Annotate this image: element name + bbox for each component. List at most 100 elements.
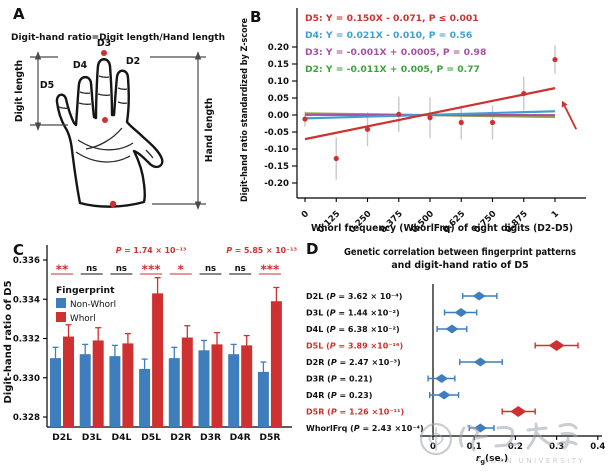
significance-p-value: P = 5.85 × 10⁻¹³ xyxy=(226,246,297,255)
estimate-diamond xyxy=(510,406,527,417)
p-symbol: P xyxy=(331,408,337,417)
estimate-diamond xyxy=(445,324,459,334)
measurement-dot-finger-base xyxy=(102,117,108,123)
finger-crease xyxy=(98,75,110,78)
legend-equation-d3: D3: Y = -0.001X + 0.0005, P = 0.98 xyxy=(305,47,486,58)
p-value-text: = 2.43 ×10⁻⁴) xyxy=(360,424,424,433)
r-symbol: r xyxy=(476,454,481,464)
y-tick-label: 0.332 xyxy=(13,335,40,345)
data-point xyxy=(521,90,527,97)
y-tick-label: 0.15 xyxy=(268,60,289,70)
row-label-d4l: D4L (P = 6.38 ×10⁻²) xyxy=(306,325,400,334)
fudan-seal-inner xyxy=(428,427,444,451)
data-point xyxy=(489,119,496,126)
arrow-down-icon xyxy=(34,122,42,131)
p-symbol: P xyxy=(330,325,336,334)
estimate-diamond xyxy=(473,357,487,367)
p-value-text: = 0.23) xyxy=(337,391,373,400)
bar-D3R-whorl xyxy=(211,344,223,427)
legend-swatch-nonwhorl xyxy=(56,298,66,308)
watermark-en-text: FUDAN UNIVERSITY xyxy=(477,456,585,465)
panel-d-letter: D xyxy=(306,240,319,258)
digit-length-label: Digit length xyxy=(14,60,25,122)
p-symbol: P xyxy=(116,246,122,255)
cn-glyph xyxy=(556,422,578,450)
category-label: D4L xyxy=(111,432,131,443)
p-symbol: P xyxy=(330,342,336,351)
finger-crease xyxy=(117,101,128,104)
panel-a-letter: A xyxy=(13,5,25,23)
finger-label-d5: D5 xyxy=(40,80,54,91)
row-label-d4r: D4R (P = 0.23) xyxy=(306,391,372,400)
p-value-text: = 1.74 × 10⁻¹³ xyxy=(121,246,186,255)
category-label: D5R xyxy=(259,432,280,443)
p-symbol: P xyxy=(330,309,336,318)
p-symbol: P xyxy=(331,391,337,400)
x-tick-label: 0.3 xyxy=(549,442,564,452)
p-symbol: P xyxy=(330,292,336,301)
panel-b-scatter-chart: 0.20 0.15 0.10 0.05 0.00 -0.05 -0.10 -0.15 -0.20… xyxy=(239,8,586,235)
category-label: D3R xyxy=(200,432,221,443)
p-value-text: = 6.38 ×10⁻²) xyxy=(336,325,400,334)
chart-title-line1: Genetic correlation between fingerprint … xyxy=(344,247,576,258)
chart-title-line2: and digit-hand ratio of D5 xyxy=(391,260,528,271)
regression-line-d5 xyxy=(304,87,556,141)
estimate-diamond xyxy=(548,340,565,351)
hand-length-label: Hand length xyxy=(204,98,215,162)
panel-c-letter: C xyxy=(13,241,25,259)
data-point xyxy=(427,115,433,121)
legend-title: Fingerprint xyxy=(56,285,115,296)
arrow-up-icon xyxy=(34,51,42,60)
arrow-down-icon xyxy=(194,201,202,210)
row-label-d3r: D3R (P = 0.21) xyxy=(306,375,372,384)
bar-D5R-whorl xyxy=(270,301,282,427)
bar-D5R-nonwhorl xyxy=(257,371,269,427)
arrow-up-icon xyxy=(194,51,202,60)
estimate-diamond xyxy=(435,374,449,383)
x-tick-label: 0.4 xyxy=(590,442,605,452)
bar-D5L-nonwhorl xyxy=(139,368,151,427)
data-point xyxy=(458,119,464,126)
panel-c-bar-chart: 0.336 0.334 0.332 0.330 0.328 D2L D3L D4L D5L D2R… xyxy=(3,245,297,443)
finger-crease xyxy=(79,91,91,94)
significance-mark: ns xyxy=(116,264,127,274)
finger-crease xyxy=(78,102,92,105)
row-label-whorlfrq: WhorlFrq (P = 2.43 ×10⁻⁴) xyxy=(306,424,424,433)
cn-glyph xyxy=(458,424,488,452)
cn-glyph xyxy=(526,422,552,450)
y-tick-label: 0.10 xyxy=(268,77,289,87)
p-symbol: P xyxy=(331,358,337,367)
p-value-text: = 5.85 × 10⁻¹³ xyxy=(232,246,297,255)
x-axis-title: rg(se.) xyxy=(476,454,508,466)
palm-creases xyxy=(58,75,154,163)
row-label-d3l: D3L (P = 1.44 ×10⁻²) xyxy=(306,309,400,318)
y-tick-label: 0.20 xyxy=(268,43,289,53)
y-tick-label: -0.15 xyxy=(264,162,289,172)
bar-D4L-whorl xyxy=(122,343,134,427)
legend-equation-d4: D4: Y = 0.021X - 0.010, P = 0.56 xyxy=(305,30,472,41)
x-axis-title: Whorl frequency (WhorlFrq) of eight digi… xyxy=(311,223,573,234)
legend-label: Whorl xyxy=(70,314,96,324)
x-tick-label: 1 xyxy=(550,209,561,220)
significance-mark: *** xyxy=(142,263,162,277)
y-tick-label: 0.328 xyxy=(13,413,40,423)
hand-length-dimension xyxy=(150,56,206,205)
finger-label-d3: D3 xyxy=(97,38,111,49)
bar-D3R-nonwhorl xyxy=(198,350,210,427)
significance-p-value: P = 1.74 × 10⁻¹³ xyxy=(116,246,187,255)
legend-swatch-whorl xyxy=(56,312,66,322)
bar-D2R-nonwhorl xyxy=(168,358,180,427)
regression-line-d4 xyxy=(304,110,556,120)
panel-a-title: Digit-hand ratio=Digit length/Hand lengt… xyxy=(11,33,225,43)
y-tick-label: 0.330 xyxy=(13,374,40,384)
x-tick-label: 0 xyxy=(430,442,436,452)
annotation-arrow-line xyxy=(563,105,578,130)
p-value-text: = 3.62 × 10⁻⁴) xyxy=(336,292,403,301)
data-point xyxy=(552,56,558,63)
finger-label-d4: D4 xyxy=(73,60,88,71)
label-text: D2R ( xyxy=(306,358,331,367)
finger-crease xyxy=(145,149,154,159)
label-text: D4R ( xyxy=(306,391,331,400)
estimate-diamond xyxy=(437,390,451,400)
y-tick-label: 0.00 xyxy=(268,111,289,121)
